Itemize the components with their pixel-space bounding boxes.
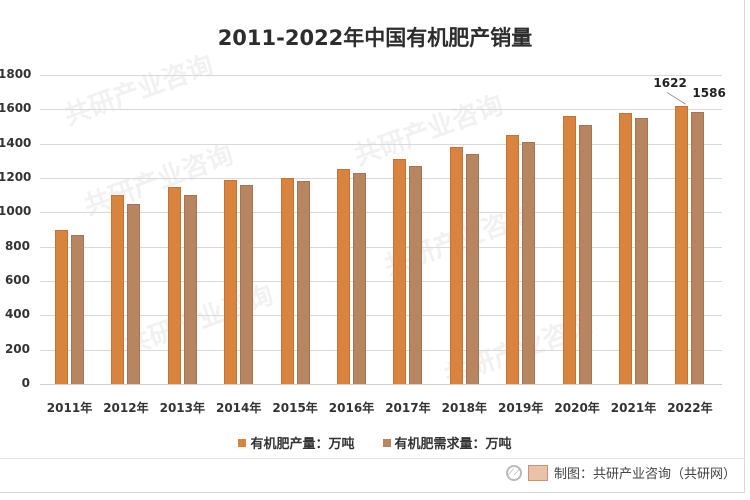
x-tick-label: 2012年 [103, 401, 149, 415]
bar-production [675, 105, 689, 384]
gridline [40, 315, 722, 317]
legend-label: 有机肥产量：万吨 [250, 437, 355, 452]
legend-label: 有机肥需求量：万吨 [394, 437, 512, 452]
gridline [40, 75, 722, 76]
bar-demand [409, 165, 423, 384]
share-logo-icon: ⟋⟋ [505, 464, 522, 481]
bar-production [449, 147, 463, 384]
x-tick-label: 2016年 [328, 401, 375, 415]
bar-demand [127, 203, 141, 384]
bar-demand [465, 153, 479, 384]
bar-production [619, 112, 632, 384]
bar-production [562, 116, 576, 384]
bar-demand [635, 117, 648, 384]
x-tick-label: 2022年 [667, 401, 713, 415]
legend-item: 有机肥需求量：万吨 [382, 433, 512, 452]
bar-production [506, 135, 520, 384]
bar-production [280, 178, 294, 384]
bar-production [337, 169, 350, 384]
y-tick-label: 1400 [0, 135, 32, 150]
chart-frame [0, 0, 745, 493]
bar-production [167, 186, 181, 384]
bar-demand [183, 195, 197, 384]
bar-demand [296, 181, 310, 384]
footer: ⟋⟋ 制图：共研产业咨询（共研网） [505, 463, 736, 482]
y-tick-label: 1800 [0, 67, 32, 81]
x-tick-label: 2019年 [497, 401, 544, 415]
plot-area [40, 75, 722, 385]
brand-logo-icon [527, 464, 548, 481]
data-label: 1622 [653, 76, 687, 90]
bar-production [111, 195, 125, 384]
x-tick-label: 2015年 [272, 401, 318, 415]
gridline [40, 349, 722, 351]
gridline [40, 246, 722, 248]
x-tick-label: 2017年 [385, 401, 431, 415]
bar-production [224, 179, 238, 384]
bar-demand [522, 141, 536, 384]
source-text: 制图：共研产业咨询（共研网） [553, 467, 736, 482]
legend-item: 有机肥产量：万吨 [238, 433, 355, 452]
y-tick-label: 1000 [0, 204, 32, 219]
y-tick-label: 800 [4, 238, 30, 253]
x-tick-label: 2013年 [159, 401, 205, 415]
y-tick-label: 200 [4, 341, 30, 356]
gridline [40, 384, 722, 385]
gridline [40, 143, 722, 145]
bar-production [393, 159, 407, 384]
bar-demand [578, 124, 592, 384]
x-tick-label: 2011年 [46, 401, 93, 415]
y-tick-label: 400 [4, 307, 30, 322]
gridline [40, 281, 722, 282]
bar-demand [240, 184, 254, 384]
y-tick-label: 1200 [0, 170, 32, 184]
y-tick-label: 1600 [0, 101, 32, 116]
bar-demand [691, 111, 705, 384]
legend-swatch-icon [238, 438, 247, 447]
y-tick-label: 0 [21, 376, 30, 390]
gridline [40, 178, 722, 179]
legend: 有机肥产量：万吨 有机肥需求量：万吨 [0, 433, 750, 452]
x-tick-label: 2021年 [610, 401, 657, 415]
gridline [40, 109, 722, 111]
footer-divider [0, 458, 745, 459]
bar-production [55, 229, 68, 384]
gridline [40, 212, 722, 214]
x-tick-label: 2018年 [441, 401, 487, 415]
data-label: 1586 [692, 86, 726, 100]
legend-swatch-icon [382, 438, 391, 447]
bar-demand [71, 234, 84, 384]
y-tick-label: 600 [4, 273, 30, 287]
chart-title: 2011-2022年中国有机肥产销量 [217, 26, 533, 50]
x-tick-label: 2014年 [215, 401, 262, 415]
bar-demand [353, 172, 366, 384]
x-tick-label: 2020年 [554, 401, 600, 415]
